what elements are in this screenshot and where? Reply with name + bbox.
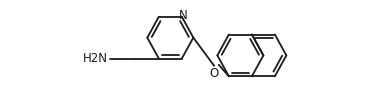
Text: N: N — [179, 9, 187, 22]
Text: H2N: H2N — [83, 52, 108, 65]
Text: O: O — [209, 67, 219, 80]
